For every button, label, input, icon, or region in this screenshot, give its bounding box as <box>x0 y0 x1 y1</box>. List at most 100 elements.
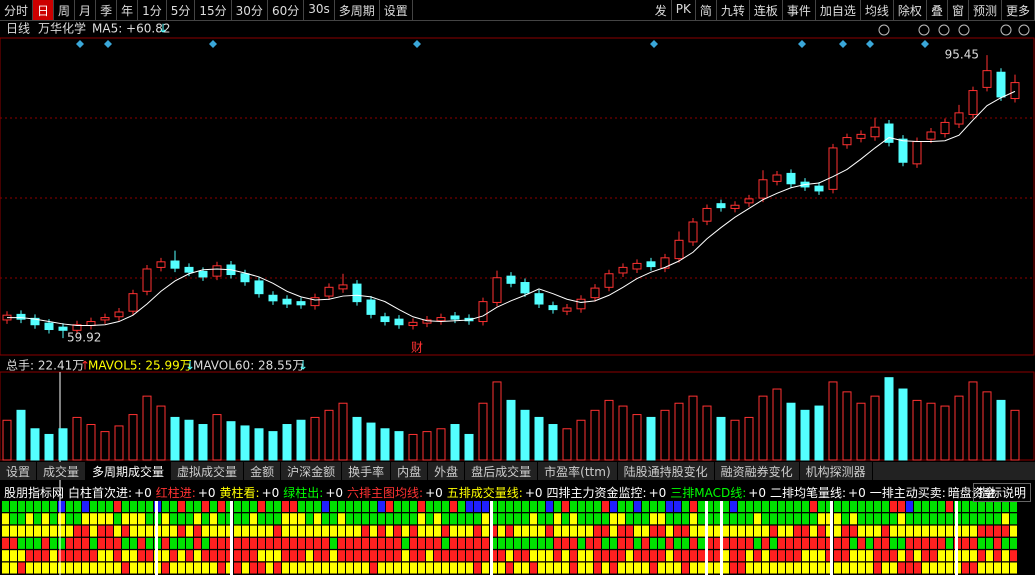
indicator-cell <box>466 562 473 574</box>
toolbar-button[interactable]: 1分 <box>138 0 167 20</box>
toolbar-button[interactable]: 连板 <box>750 0 783 20</box>
tab[interactable]: 金额 <box>244 462 282 480</box>
toolbar-button[interactable]: 30s <box>304 0 335 20</box>
indicator-cell <box>946 562 953 574</box>
tab[interactable]: 融资融券变化 <box>715 462 800 480</box>
tab[interactable]: 陆股通持股变化 <box>618 462 715 480</box>
tab[interactable]: 内盘 <box>391 462 429 480</box>
toolbar-button[interactable]: 分时 <box>0 0 34 20</box>
volume-bar <box>394 431 404 461</box>
indicator-cell <box>842 562 849 574</box>
toolbar-button[interactable]: 预测 <box>969 0 1002 20</box>
toolbar-button[interactable]: 年 <box>117 0 139 20</box>
indicator-cell <box>1010 562 1017 574</box>
indicator-cell <box>770 513 777 525</box>
toolbar-button[interactable]: 叠 <box>927 0 948 20</box>
indicator-cell <box>290 501 297 512</box>
toolbar-button[interactable]: 日 <box>33 0 55 20</box>
indicator-cell <box>962 537 969 549</box>
toolbar-button[interactable]: 月 <box>75 0 97 20</box>
tab[interactable]: 沪深金额 <box>281 462 343 480</box>
indicator-cell <box>698 525 705 537</box>
tab[interactable]: 换手率 <box>342 462 392 480</box>
indicator-cell <box>418 550 425 562</box>
candle-body <box>534 293 544 305</box>
toolbar-button[interactable]: 多周期 <box>335 0 380 20</box>
indicator-cell <box>418 513 425 525</box>
candle-body <box>506 275 516 284</box>
help-button[interactable]: 指标说明 <box>972 483 1031 502</box>
tab[interactable]: 多周期成交量 <box>86 462 172 480</box>
toolbar-button[interactable]: PK <box>672 0 696 20</box>
indicator-cell <box>466 537 473 549</box>
toolbar-button[interactable]: 除权 <box>894 0 927 20</box>
indicator-cell <box>162 550 169 562</box>
indicator-cell <box>834 501 841 512</box>
toolbar-button[interactable]: 事件 <box>783 0 816 20</box>
toolbar-button[interactable]: 简 <box>696 0 717 20</box>
indicator-cell <box>306 513 313 525</box>
candle-body <box>366 299 376 315</box>
indicator-cell <box>450 537 457 549</box>
toolbar-button[interactable]: 更多 <box>1002 0 1035 20</box>
indicator-cell <box>50 550 57 562</box>
indicator-cell <box>818 501 825 512</box>
tab[interactable]: 市盈率(ttm) <box>538 462 618 480</box>
toolbar-button[interactable]: 设置 <box>380 0 413 20</box>
indicator-cell <box>754 501 761 512</box>
toolbar-button[interactable]: 30分 <box>232 0 268 20</box>
indicator-cell <box>930 562 937 574</box>
toolbar-button[interactable]: 周 <box>54 0 76 20</box>
volume-bar <box>436 428 446 461</box>
indicator-cell <box>570 562 577 574</box>
indicator-cell <box>610 562 617 574</box>
tab[interactable]: 成交量 <box>37 462 87 480</box>
indicator-cell <box>498 537 505 549</box>
indicator-cell <box>482 513 489 525</box>
indicator-cell <box>434 513 441 525</box>
indicator-cell <box>98 501 105 512</box>
indicator-cell <box>834 537 841 549</box>
indicator-cell <box>186 550 193 562</box>
toolbar-button[interactable]: 加自选 <box>816 0 861 20</box>
tab[interactable]: 盘后成交量 <box>465 462 539 480</box>
view-icons[interactable] <box>878 24 1030 36</box>
tab[interactable]: 外盘 <box>428 462 466 480</box>
indicator-cell <box>458 550 465 562</box>
volume-bar <box>954 395 964 461</box>
indicator-cell <box>794 501 801 512</box>
indicator-cell <box>450 501 457 512</box>
toolbar-button[interactable]: 窗 <box>948 0 969 20</box>
toolbar-button[interactable]: 九转 <box>717 0 750 20</box>
indicator-cell <box>58 501 65 512</box>
indicator-cell <box>642 550 649 562</box>
tab[interactable]: 机构探测器 <box>800 462 873 480</box>
indicator-cell <box>738 537 745 549</box>
toolbar-button[interactable]: 季 <box>96 0 118 20</box>
toolbar-button[interactable]: 发 <box>651 0 672 20</box>
volume-bar <box>450 424 460 461</box>
tab[interactable]: 设置 <box>0 462 38 480</box>
indicator-cell <box>1010 537 1017 549</box>
toolbar-button[interactable]: 均线 <box>861 0 894 20</box>
tab[interactable]: 虚拟成交量 <box>171 462 245 480</box>
indicator-cell <box>18 501 25 512</box>
indicator-cell <box>746 501 753 512</box>
volume-bar <box>758 395 768 461</box>
indicator-cell <box>298 537 305 549</box>
indicator-cell <box>202 513 209 525</box>
toolbar-button[interactable]: 15分 <box>195 0 232 20</box>
volume-bar <box>786 402 796 461</box>
indicator-cell <box>578 501 585 512</box>
indicator-cell <box>946 550 953 562</box>
volume-bar <box>142 395 152 461</box>
indicator-cell <box>434 525 441 537</box>
toolbar-button[interactable]: 5分 <box>167 0 196 20</box>
indicator-cell <box>106 537 113 549</box>
indicator-cell <box>274 525 281 537</box>
toolbar-button[interactable]: 60分 <box>268 0 305 20</box>
indicator-cell <box>474 501 481 512</box>
indicator-cell <box>354 550 361 562</box>
indicator-cell <box>2 501 9 512</box>
indicator-cell <box>506 562 513 574</box>
